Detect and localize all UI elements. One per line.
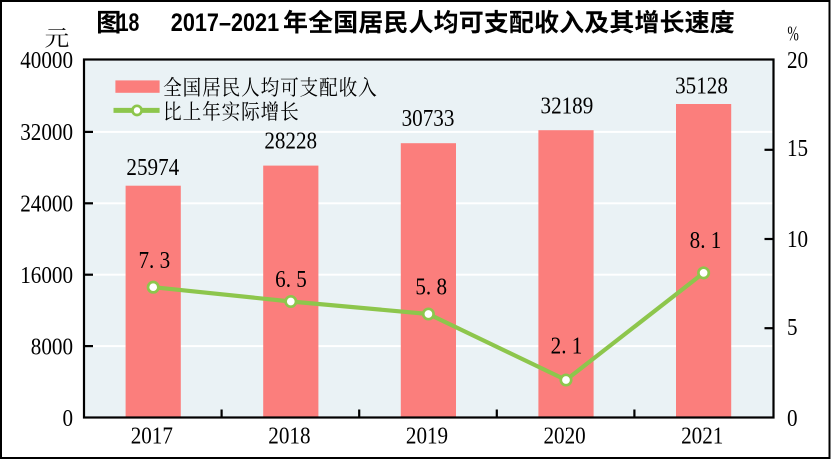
svg-text:5. 8: 5. 8 <box>415 273 447 300</box>
svg-text:8. 1: 8. 1 <box>690 227 722 254</box>
svg-text:32189: 32189 <box>541 92 594 119</box>
svg-text:20: 20 <box>787 47 808 74</box>
svg-text:2019: 2019 <box>406 422 448 449</box>
svg-text:40000: 40000 <box>20 47 73 74</box>
svg-text:10: 10 <box>787 226 808 253</box>
svg-text:2017: 2017 <box>131 422 173 449</box>
svg-text:2. 1: 2. 1 <box>551 332 583 359</box>
svg-text:2018: 2018 <box>268 422 310 449</box>
svg-text:5: 5 <box>787 314 798 341</box>
svg-text:15: 15 <box>787 135 808 162</box>
svg-text:2021: 2021 <box>681 422 723 449</box>
svg-text:28228: 28228 <box>264 127 317 154</box>
svg-text:8000: 8000 <box>31 333 73 360</box>
svg-text:35128: 35128 <box>675 72 728 99</box>
svg-text:%: % <box>787 22 798 46</box>
svg-text:18: 18 <box>118 9 140 37</box>
svg-text:0: 0 <box>787 405 798 432</box>
svg-text:0: 0 <box>62 405 73 432</box>
svg-text:24000: 24000 <box>20 190 73 217</box>
svg-text:7. 3: 7. 3 <box>138 247 170 274</box>
svg-text:32000: 32000 <box>20 119 73 146</box>
svg-text:2017–2021: 2017–2021 <box>171 9 279 37</box>
svg-text:6. 5: 6. 5 <box>275 266 307 293</box>
svg-text:25974: 25974 <box>126 154 179 181</box>
svg-text:2020: 2020 <box>543 422 585 449</box>
svg-text:30733: 30733 <box>402 105 455 132</box>
svg-text:16000: 16000 <box>20 262 73 289</box>
